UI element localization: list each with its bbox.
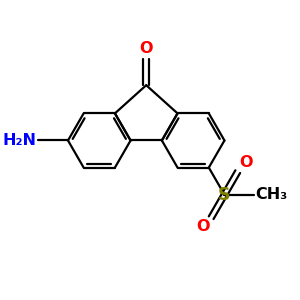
- Text: CH₃: CH₃: [256, 187, 288, 202]
- Text: O: O: [239, 155, 253, 170]
- Text: O: O: [140, 41, 153, 56]
- Text: O: O: [196, 219, 210, 234]
- Text: S: S: [218, 186, 231, 204]
- Text: H₂N: H₂N: [3, 133, 37, 148]
